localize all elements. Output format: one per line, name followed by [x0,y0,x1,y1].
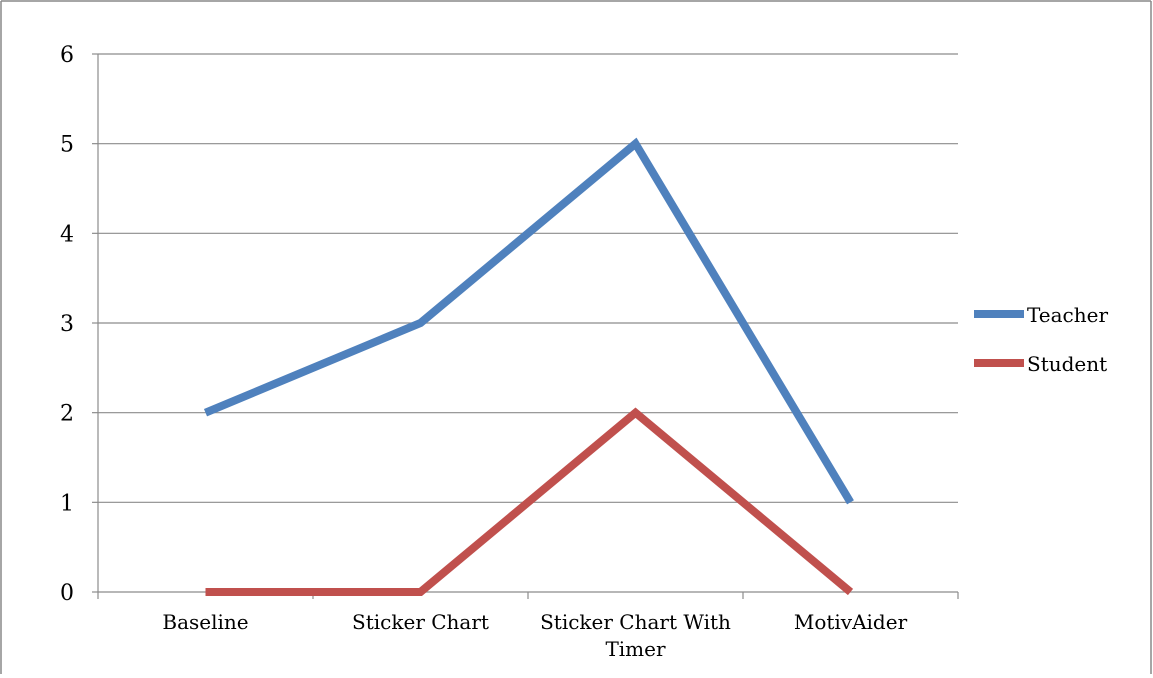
x-tick-label: MotivAider [794,610,908,634]
y-tick-label: 0 [60,581,74,606]
y-tick-label: 2 [60,402,74,427]
y-tick-label: 1 [60,491,74,516]
y-tick-label: 3 [60,312,74,337]
gridlines [98,54,958,502]
x-tick-label: Sticker Chart With Timer [540,610,731,661]
axes [92,54,958,599]
x-tick-label-line: Baseline [162,610,248,634]
y-tick-label: 6 [60,43,74,68]
x-tick-label-line: MotivAider [794,610,908,634]
legend-label-teacher: Teacher [1027,303,1108,327]
y-tick-label: 4 [60,222,74,247]
x-tick-label-line: Timer [605,637,666,661]
x-tick-label-line: Sticker Chart [352,610,489,634]
y-tick-labels: 0 1 2 3 4 5 6 [60,43,74,606]
x-tick-label: Baseline [162,610,248,634]
x-tick-label: Sticker Chart [352,610,489,634]
series-lines [205,144,850,593]
x-tick-label-line: Sticker Chart With [540,610,731,634]
legend: Teacher Student [974,303,1108,376]
y-tick-label: 5 [60,133,74,158]
legend-label-student: Student [1027,352,1107,376]
x-tick-labels: Baseline Sticker Chart Sticker Chart With T… [162,610,907,661]
